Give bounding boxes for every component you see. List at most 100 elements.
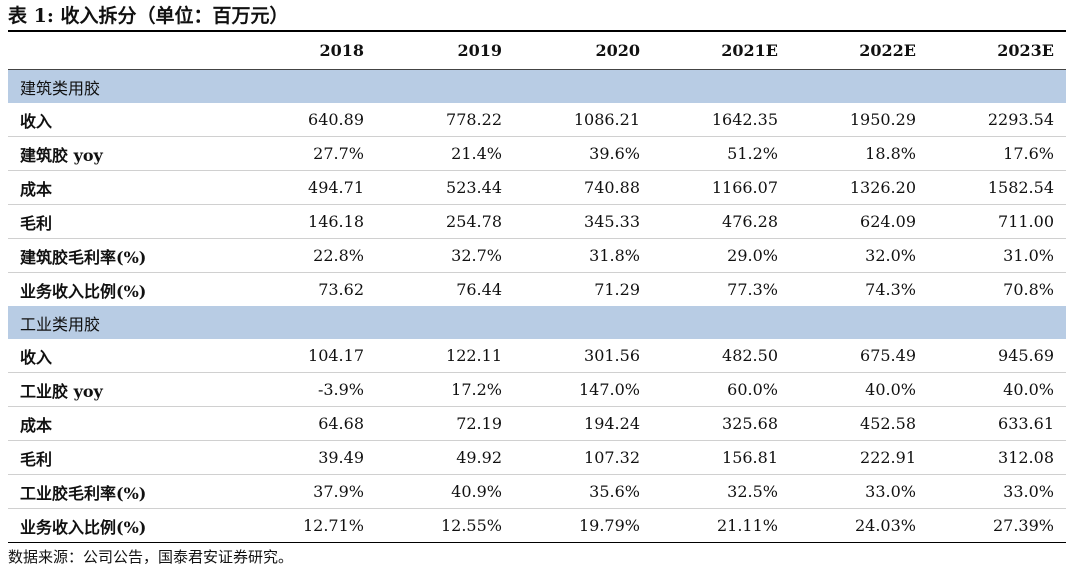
table-row: 收入 640.89 778.22 1086.21 1642.35 1950.29 2293.…	[8, 103, 1066, 137]
section-title: 建筑类用胶	[8, 69, 1066, 103]
value-cell: 77.3%	[652, 272, 790, 306]
value-cell: 33.0%	[790, 474, 928, 509]
value-cell: 778.22	[446, 110, 502, 129]
revenue-table-container: 2018 2019 2020 2021E 2022E 2023E 建筑类用胶收入…	[8, 30, 1066, 543]
row-label: 建筑胶毛利率(%)	[8, 238, 238, 273]
value-cell: 476.28	[652, 204, 790, 239]
value-cell: 147.0%	[514, 372, 652, 407]
value-cell: 31.0%	[928, 238, 1066, 273]
value-cell: 32.5%	[652, 474, 790, 509]
value-cell: 12.71%	[238, 508, 376, 543]
row-label: 成本	[8, 170, 238, 205]
value-cell: 40.9%	[376, 474, 514, 509]
value-cell: 76.44	[376, 272, 514, 306]
value-cell: 482.50	[722, 346, 778, 365]
value-cell: 312.08	[928, 440, 1066, 475]
value-cell: 35.6%	[514, 474, 652, 509]
value-cell: 1950.29	[849, 110, 916, 129]
row-label: 工业胶毛利率(%)	[8, 474, 238, 509]
value-cell: 73.62	[238, 272, 376, 306]
section-header-row: 建筑类用胶	[8, 69, 1066, 103]
row-label: 业务收入比例(%)	[8, 272, 238, 306]
table-header: 2018 2019 2020 2021E 2022E 2023E	[8, 32, 1066, 70]
value-cell: 27.7%	[238, 136, 376, 171]
table-title: 表 1: 收入拆分（单位：百万元）	[8, 5, 289, 27]
value-cell: 22.8%	[238, 238, 376, 273]
value-cell: 37.9%	[238, 474, 376, 509]
value-cell: 12.55%	[376, 508, 514, 543]
value-cell: 39.6%	[514, 136, 652, 171]
value-cell: 122.11	[446, 346, 502, 365]
value-cell: 711.00	[928, 204, 1066, 239]
value-cell: 1642.35	[711, 110, 778, 129]
header-cell-year: 2019	[376, 32, 514, 70]
value-cell: 40.0%	[928, 372, 1066, 407]
source-note: 数据来源：公司公告，国泰君安证券研究。	[8, 548, 294, 566]
value-cell: 146.18	[238, 204, 376, 239]
value-cell: 64.68	[238, 406, 376, 441]
table-row: 工业胶毛利率(%) 37.9% 40.9% 35.6% 32.5% 33.0% 33.0%	[8, 474, 1066, 509]
value-cell: 194.24	[514, 406, 652, 441]
value-cell: 32.7%	[376, 238, 514, 273]
value-cell: 32.0%	[790, 238, 928, 273]
value-cell: 107.32	[514, 440, 652, 475]
value-cell: 1582.54	[928, 170, 1066, 205]
value-cell: 1086.21	[573, 110, 640, 129]
value-cell: 254.78	[376, 204, 514, 239]
row-label: 业务收入比例(%)	[8, 508, 238, 543]
value-cell: -3.9%	[238, 372, 376, 407]
header-cell-year: 2021E	[652, 32, 790, 70]
row-label: 建筑胶 yoy	[8, 136, 238, 171]
table-row: 工业胶 yoy -3.9% 17.2% 147.0% 60.0% 40.0% 40.0%	[8, 372, 1066, 407]
value-cell: 70.8%	[928, 272, 1066, 306]
value-cell: 325.68	[652, 406, 790, 441]
row-label: 收入	[20, 347, 53, 367]
value-cell: 345.33	[514, 204, 652, 239]
value-cell: 21.11%	[652, 508, 790, 543]
value-cell: 633.61	[928, 406, 1066, 441]
value-cell: 17.6%	[928, 136, 1066, 171]
header-cell-year: 2018	[238, 32, 376, 70]
value-cell: 945.69	[998, 346, 1054, 365]
table-row: 建筑胶毛利率(%) 22.8% 32.7% 31.8% 29.0% 32.0% 31.0%	[8, 238, 1066, 273]
value-cell: 156.81	[652, 440, 790, 475]
table-row: 业务收入比例(%) 12.71% 12.55% 19.79% 21.11% 24.03% 2…	[8, 508, 1066, 543]
value-cell: 494.71	[238, 170, 376, 205]
value-cell: 1326.20	[790, 170, 928, 205]
revenue-breakdown-table: 2018 2019 2020 2021E 2022E 2023E 建筑类用胶收入…	[8, 32, 1066, 543]
section-header-row: 工业类用胶	[8, 306, 1066, 339]
row-label: 毛利	[8, 440, 238, 475]
header-cell-year: 2023E	[928, 32, 1066, 70]
table-row: 毛利 146.18 254.78 345.33 476.28 624.09 711.00	[8, 204, 1066, 239]
value-cell: 74.3%	[790, 272, 928, 306]
value-cell: 24.03%	[790, 508, 928, 543]
value-cell: 33.0%	[928, 474, 1066, 509]
value-cell: 72.19	[376, 406, 514, 441]
value-cell: 49.92	[376, 440, 514, 475]
table-row: 毛利 39.49 49.92 107.32 156.81 222.91 312.08	[8, 440, 1066, 475]
row-label: 毛利	[8, 204, 238, 239]
value-cell: 740.88	[514, 170, 652, 205]
value-cell: 17.2%	[376, 372, 514, 407]
value-cell: 523.44	[376, 170, 514, 205]
table-body: 建筑类用胶 收入 640.89 778.22 1086.21 1642.35 1950.29…	[8, 69, 1066, 543]
value-cell: 71.29	[514, 272, 652, 306]
table-row: 建筑胶 yoy 27.7% 21.4% 39.6% 51.2% 18.8% 17.6%	[8, 136, 1066, 171]
value-cell: 40.0%	[790, 372, 928, 407]
value-cell: 1166.07	[652, 170, 790, 205]
value-cell: 60.0%	[652, 372, 790, 407]
table-row: 成本 64.68 72.19 194.24 325.68 452.58 633.61	[8, 406, 1066, 441]
value-cell: 301.56	[584, 346, 640, 365]
value-cell: 2293.54	[987, 110, 1054, 129]
value-cell: 31.8%	[514, 238, 652, 273]
value-cell: 27.39%	[928, 508, 1066, 543]
table-top-rule	[8, 30, 1066, 32]
table-row: 收入 104.17 122.11 301.56 482.50 675.49 945.69	[8, 339, 1066, 373]
value-cell: 18.8%	[790, 136, 928, 171]
value-cell: 51.2%	[652, 136, 790, 171]
row-label: 工业胶 yoy	[8, 372, 238, 407]
value-cell: 104.17	[308, 346, 364, 365]
value-cell: 39.49	[238, 440, 376, 475]
header-row: 2018 2019 2020 2021E 2022E 2023E	[8, 32, 1066, 70]
value-cell: 29.0%	[652, 238, 790, 273]
